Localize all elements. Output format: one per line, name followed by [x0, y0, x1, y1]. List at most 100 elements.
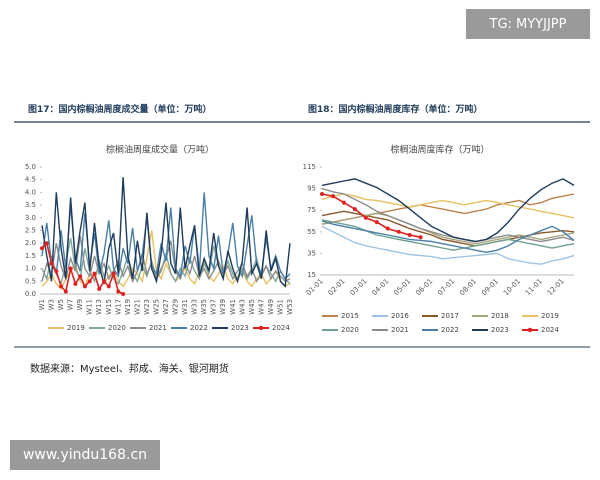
point [40, 246, 44, 251]
x-tick-label: W51 [276, 299, 284, 315]
chart-title: 棕榈油周度成交量（万吨） [106, 144, 214, 156]
legend-label: 2017 [441, 312, 459, 320]
point [330, 194, 335, 199]
x-tick-label: W43 [238, 299, 246, 315]
y-tick-label: 95 [307, 185, 316, 193]
series-line [321, 225, 575, 265]
x-tick-label: W23 [143, 299, 151, 315]
y-tick-label: 35 [307, 249, 316, 257]
point [87, 279, 92, 284]
x-tick-label: 04-01 [371, 277, 391, 297]
y-tick-label: 2.5 [25, 227, 36, 235]
series-line [41, 177, 291, 289]
legend-marker [258, 325, 264, 331]
point [92, 271, 97, 276]
x-tick-label: W7 [67, 299, 75, 310]
point [63, 289, 68, 294]
x-tick-label: W29 [172, 299, 180, 315]
series-line [321, 193, 575, 219]
point [68, 266, 73, 271]
x-tick-label: W9 [76, 299, 84, 310]
legend-label: 2023 [491, 326, 509, 334]
legend-label: 2022 [441, 326, 459, 334]
point [352, 207, 357, 212]
legend-label: 2020 [341, 326, 359, 334]
legend-label: 2021 [149, 324, 167, 332]
legend-label: 2022 [190, 324, 208, 332]
y-tick-label: 3.0 [25, 214, 36, 222]
chart-title: 棕榈油周度库存（万吨） [390, 144, 489, 156]
x-tick-label: W21 [133, 299, 141, 315]
x-tick-label: W3 [48, 299, 56, 310]
point [54, 269, 59, 274]
x-tick-label: 03-01 [349, 277, 369, 297]
legend-label: 2016 [391, 312, 409, 320]
legend-label: 2015 [341, 312, 359, 320]
x-tick-label: 11-01 [524, 277, 544, 297]
legend-label: 2020 [108, 324, 126, 332]
series-line [321, 220, 575, 254]
x-tick-label: 09-01 [480, 277, 500, 297]
x-tick-label: W17 [114, 299, 122, 315]
watermark: TG: MYYJJPP [466, 9, 590, 39]
point [374, 220, 379, 225]
y-tick-label: 2.0 [25, 239, 36, 247]
x-tick-label: W13 [95, 299, 103, 315]
point [111, 271, 116, 276]
y-tick-label: 4.0 [25, 188, 36, 196]
x-tick-label: W31 [181, 299, 189, 315]
y-tick-label: 1.5 [25, 252, 36, 260]
legend-label: 2023 [231, 324, 249, 332]
point [363, 215, 368, 220]
x-tick-label: W5 [57, 299, 65, 310]
series-line [321, 193, 575, 225]
x-tick-label: W27 [162, 299, 170, 315]
x-tick-label: 02-01 [327, 277, 347, 297]
y-tick-label: 5.0 [25, 163, 36, 171]
point [121, 292, 126, 296]
y-tick-label: 75 [307, 206, 316, 214]
x-tick-label: 05-01 [392, 277, 412, 297]
point [320, 192, 324, 196]
point [396, 229, 401, 234]
watermark: www.yindu168.cn [10, 440, 160, 470]
point [407, 233, 412, 238]
point [73, 281, 78, 286]
legend-label: 2018 [491, 312, 509, 320]
x-tick-label: 01-01 [305, 277, 325, 297]
legend-label: 2024 [541, 326, 559, 334]
point [106, 284, 111, 289]
x-tick-label: W49 [267, 299, 275, 315]
y-tick-label: 0.5 [25, 277, 36, 285]
x-tick-label: W39 [219, 299, 227, 315]
point [82, 284, 87, 289]
point [418, 235, 423, 240]
y-tick-label: 15 [307, 271, 316, 279]
x-tick-label: 10-01 [502, 277, 522, 297]
point [49, 261, 54, 266]
series-line [321, 193, 421, 238]
x-tick-label: W1 [38, 299, 46, 310]
y-tick-label: 4.5 [25, 176, 36, 184]
figure-caption: 图17：国内棕榈油周度成交量（单位：万吨） [28, 105, 212, 115]
x-tick-label: 06-01 [414, 277, 434, 297]
y-tick-label: 3.5 [25, 201, 36, 209]
series-line [321, 178, 575, 243]
x-tick-label: 12-01 [546, 277, 566, 297]
legend-label: 2024 [272, 324, 290, 332]
x-tick-label: W25 [152, 299, 160, 315]
x-tick-label: W35 [200, 299, 208, 315]
source-note: 数据来源：Mysteel、邦成、海关、银河期货 [30, 364, 229, 375]
series-line [321, 187, 575, 243]
x-tick-label: W37 [210, 299, 218, 315]
x-tick-label: W19 [124, 299, 132, 315]
legend-label: 2019 [541, 312, 559, 320]
x-tick-label: W53 [286, 299, 294, 315]
x-tick-label: W47 [257, 299, 265, 315]
y-tick-label: 55 [307, 228, 316, 236]
point [44, 241, 49, 246]
point [78, 274, 83, 279]
x-tick-label: W15 [105, 299, 113, 315]
y-tick-label: 1.0 [25, 265, 36, 273]
